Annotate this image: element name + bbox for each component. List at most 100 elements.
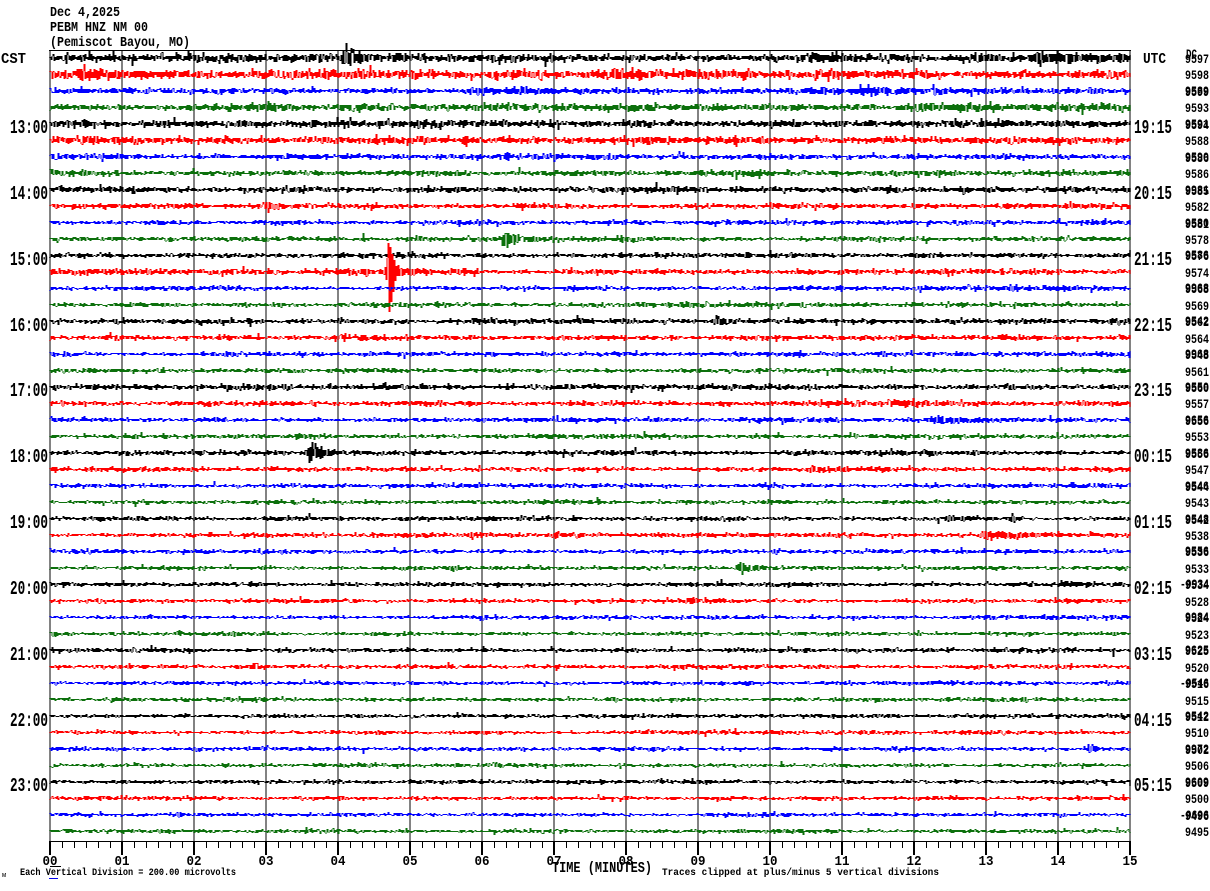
svg-text:9656: 9656 bbox=[1185, 413, 1209, 428]
svg-text:05:15: 05:15 bbox=[1134, 775, 1172, 797]
svg-text:9574: 9574 bbox=[1185, 266, 1209, 281]
svg-text:9586: 9586 bbox=[1185, 248, 1209, 263]
svg-text:9510: 9510 bbox=[1185, 726, 1209, 741]
svg-text:18:00: 18:00 bbox=[10, 446, 48, 468]
svg-text:16:00: 16:00 bbox=[10, 315, 48, 337]
svg-text:9972: 9972 bbox=[1185, 742, 1209, 757]
svg-text:9594: 9594 bbox=[1185, 118, 1209, 133]
svg-text:01:15: 01:15 bbox=[1134, 512, 1172, 534]
svg-text:9542: 9542 bbox=[1185, 513, 1209, 528]
svg-text:-9934: -9934 bbox=[1180, 577, 1209, 592]
svg-text:23:15: 23:15 bbox=[1134, 380, 1172, 402]
svg-text:04:15: 04:15 bbox=[1134, 710, 1172, 732]
svg-text:04: 04 bbox=[331, 854, 346, 870]
svg-text:09: 09 bbox=[691, 854, 706, 870]
svg-text:9568: 9568 bbox=[1185, 282, 1209, 297]
svg-text:9599: 9599 bbox=[1185, 85, 1209, 100]
svg-text:9516: 9516 bbox=[1185, 677, 1209, 692]
svg-text:9981: 9981 bbox=[1185, 183, 1209, 198]
svg-text:9544: 9544 bbox=[1185, 480, 1209, 495]
svg-text:11: 11 bbox=[835, 854, 850, 870]
svg-text:9557: 9557 bbox=[1185, 397, 1209, 412]
svg-text:PEBM HNZ NM 00: PEBM HNZ NM 00 bbox=[50, 20, 148, 36]
svg-text:9528: 9528 bbox=[1185, 595, 1209, 610]
svg-text:Traces clipped at plus/minus 5: Traces clipped at plus/minus 5 vertical … bbox=[662, 867, 939, 879]
svg-text:9502: 9502 bbox=[1185, 743, 1209, 758]
svg-text:20:15: 20:15 bbox=[1134, 183, 1172, 205]
svg-text:9585: 9585 bbox=[1185, 184, 1209, 199]
svg-text:03: 03 bbox=[259, 854, 274, 870]
svg-text:13:00: 13:00 bbox=[10, 117, 48, 139]
svg-text:9580: 9580 bbox=[1185, 216, 1209, 231]
svg-text:13: 13 bbox=[979, 854, 994, 870]
svg-text:UTC: UTC bbox=[1143, 51, 1166, 68]
svg-text:9534: 9534 bbox=[1185, 578, 1209, 593]
svg-text:02:15: 02:15 bbox=[1134, 578, 1172, 600]
svg-text:9553: 9553 bbox=[1185, 430, 1209, 445]
svg-text:9560: 9560 bbox=[1185, 381, 1209, 396]
svg-text:9588: 9588 bbox=[1185, 134, 1209, 149]
svg-text:19:00: 19:00 bbox=[10, 512, 48, 534]
svg-text:Dec 4,2025: Dec 4,2025 bbox=[50, 5, 120, 21]
svg-text:9533: 9533 bbox=[1185, 562, 1209, 577]
svg-text:9562: 9562 bbox=[1185, 315, 1209, 330]
svg-text:-9696: -9696 bbox=[1180, 808, 1209, 823]
svg-text:9543: 9543 bbox=[1185, 496, 1209, 511]
svg-text:9520: 9520 bbox=[1185, 661, 1209, 676]
svg-text:Each Vertical Division = 200.: Each Vertical Division = 200.00 microvol… bbox=[20, 867, 236, 879]
svg-text:9590: 9590 bbox=[1185, 150, 1209, 165]
svg-text:9569: 9569 bbox=[1185, 299, 1209, 314]
svg-text:9556: 9556 bbox=[1185, 544, 1209, 559]
svg-text:9625: 9625 bbox=[1185, 643, 1209, 658]
svg-text:15:00: 15:00 bbox=[10, 249, 48, 271]
svg-text:9586: 9586 bbox=[1185, 151, 1209, 166]
svg-text:9547: 9547 bbox=[1185, 463, 1209, 478]
svg-text:9525: 9525 bbox=[1185, 644, 1209, 659]
svg-text:9586: 9586 bbox=[1185, 446, 1209, 461]
svg-text:9542: 9542 bbox=[1185, 314, 1209, 329]
svg-text:9968: 9968 bbox=[1185, 347, 1209, 362]
svg-text:9546: 9546 bbox=[1185, 479, 1209, 494]
svg-text:9589: 9589 bbox=[1185, 84, 1209, 99]
svg-text:9564: 9564 bbox=[1185, 332, 1209, 347]
svg-text:9515: 9515 bbox=[1185, 694, 1209, 709]
svg-text:9576: 9576 bbox=[1185, 249, 1209, 264]
svg-text:9586: 9586 bbox=[1185, 167, 1209, 182]
svg-text:03:15: 03:15 bbox=[1134, 644, 1172, 666]
svg-text:08: 08 bbox=[619, 854, 634, 870]
svg-text:01: 01 bbox=[115, 854, 130, 870]
svg-text:02: 02 bbox=[187, 854, 202, 870]
svg-text:9582: 9582 bbox=[1185, 200, 1209, 215]
svg-text:TIME (MINUTES): TIME (MINUTES) bbox=[552, 860, 652, 877]
svg-text:07: 07 bbox=[547, 854, 562, 870]
svg-text:21:00: 21:00 bbox=[10, 644, 48, 666]
svg-text:9561: 9561 bbox=[1185, 365, 1209, 380]
svg-text:19:15: 19:15 bbox=[1134, 117, 1172, 139]
svg-text:05: 05 bbox=[403, 854, 418, 870]
svg-text:14: 14 bbox=[1051, 854, 1066, 870]
svg-text:23:00: 23:00 bbox=[10, 775, 48, 797]
svg-text:9500: 9500 bbox=[1185, 792, 1209, 807]
svg-text:00:15: 00:15 bbox=[1134, 446, 1172, 468]
svg-text:9506: 9506 bbox=[1185, 759, 1209, 774]
svg-text:9598: 9598 bbox=[1185, 68, 1209, 83]
svg-text:9536: 9536 bbox=[1185, 545, 1209, 560]
svg-text:-9546: -9546 bbox=[1180, 676, 1209, 691]
svg-text:9524: 9524 bbox=[1185, 611, 1209, 626]
svg-text:9578: 9578 bbox=[1185, 233, 1209, 248]
svg-text:22:00: 22:00 bbox=[10, 710, 48, 732]
svg-text:м: м bbox=[2, 872, 6, 880]
svg-text:12: 12 bbox=[907, 854, 922, 870]
svg-text:(Pemiscot Bayou, MO): (Pemiscot Bayou, MO) bbox=[50, 35, 190, 51]
svg-text:9538: 9538 bbox=[1185, 529, 1209, 544]
svg-text:17:00: 17:00 bbox=[10, 380, 48, 402]
svg-text:9581: 9581 bbox=[1185, 217, 1209, 232]
svg-text:9984: 9984 bbox=[1185, 610, 1209, 625]
svg-text:9593: 9593 bbox=[1185, 101, 1209, 116]
svg-text:9597: 9597 bbox=[1185, 52, 1209, 67]
svg-text:9496: 9496 bbox=[1185, 809, 1209, 824]
svg-text:22:15: 22:15 bbox=[1134, 315, 1172, 337]
svg-text:9548: 9548 bbox=[1185, 348, 1209, 363]
svg-text:9556: 9556 bbox=[1185, 414, 1209, 429]
svg-text:9523: 9523 bbox=[1185, 628, 1209, 643]
